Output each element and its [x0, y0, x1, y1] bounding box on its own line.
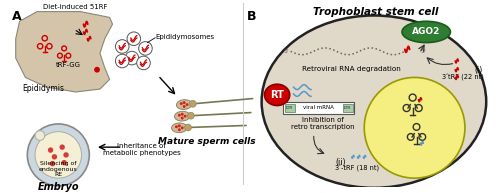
- Circle shape: [181, 117, 184, 120]
- Circle shape: [138, 42, 152, 55]
- Circle shape: [127, 32, 140, 46]
- Circle shape: [62, 160, 67, 165]
- Bar: [343, 104, 352, 112]
- Text: Epididymis: Epididymis: [22, 84, 64, 93]
- Text: Embryo: Embryo: [38, 182, 79, 192]
- Circle shape: [64, 152, 69, 158]
- Text: 3': 3': [420, 49, 426, 54]
- Bar: [285, 104, 294, 112]
- Circle shape: [178, 124, 181, 127]
- Circle shape: [35, 132, 82, 178]
- Ellipse shape: [262, 15, 486, 188]
- Circle shape: [181, 126, 184, 129]
- Text: LTR: LTR: [286, 106, 294, 110]
- Circle shape: [178, 114, 181, 117]
- Circle shape: [190, 100, 196, 107]
- Circle shape: [364, 77, 465, 178]
- FancyBboxPatch shape: [284, 102, 354, 114]
- Ellipse shape: [172, 123, 187, 133]
- Circle shape: [48, 147, 54, 153]
- Text: RT: RT: [270, 90, 284, 100]
- Ellipse shape: [174, 111, 190, 121]
- Text: 5': 5': [284, 49, 290, 54]
- Circle shape: [181, 113, 184, 116]
- Text: Inheritance of
metabolic phenotypes: Inheritance of metabolic phenotypes: [102, 143, 180, 156]
- Circle shape: [182, 101, 186, 104]
- Circle shape: [125, 51, 138, 65]
- Text: Inhibition of
retro transcription: Inhibition of retro transcription: [291, 117, 354, 130]
- Circle shape: [184, 115, 186, 118]
- Circle shape: [28, 124, 90, 186]
- Text: tRF-GG: tRF-GG: [56, 62, 80, 68]
- Circle shape: [116, 54, 129, 68]
- Circle shape: [94, 67, 100, 73]
- Text: 3ʹ-tRF (18 nt): 3ʹ-tRF (18 nt): [335, 165, 380, 172]
- Circle shape: [186, 103, 188, 106]
- Circle shape: [50, 161, 55, 166]
- Circle shape: [188, 112, 194, 119]
- Text: A: A: [12, 10, 22, 23]
- Ellipse shape: [264, 84, 289, 106]
- Circle shape: [35, 131, 45, 140]
- Text: Retroviral RNA degradation: Retroviral RNA degradation: [302, 66, 401, 72]
- Circle shape: [180, 102, 182, 105]
- Ellipse shape: [176, 100, 192, 109]
- Text: B: B: [247, 10, 256, 23]
- Text: Trophoblast stem cell: Trophoblast stem cell: [313, 7, 438, 17]
- Circle shape: [182, 105, 186, 108]
- Circle shape: [116, 40, 129, 53]
- Circle shape: [136, 56, 150, 70]
- Circle shape: [178, 128, 181, 131]
- Text: Silencing of
endogenous
RE: Silencing of endogenous RE: [39, 161, 78, 177]
- Circle shape: [184, 124, 192, 131]
- Ellipse shape: [402, 21, 450, 43]
- Text: AGO2: AGO2: [412, 27, 440, 36]
- Text: viral mRNA: viral mRNA: [304, 105, 334, 110]
- Text: (i): (i): [474, 66, 482, 75]
- Text: Epididymosomes: Epididymosomes: [155, 34, 214, 40]
- Text: Diet-induced 51RF: Diet-induced 51RF: [44, 4, 108, 10]
- Circle shape: [60, 144, 65, 150]
- Circle shape: [52, 154, 57, 160]
- Text: Mature sperm cells: Mature sperm cells: [158, 137, 255, 146]
- Text: LTR: LTR: [344, 106, 352, 110]
- Polygon shape: [16, 12, 112, 92]
- Text: 3ʹtRF (22 nt): 3ʹtRF (22 nt): [442, 74, 484, 81]
- Text: (ii): (ii): [335, 158, 345, 167]
- Circle shape: [175, 125, 178, 128]
